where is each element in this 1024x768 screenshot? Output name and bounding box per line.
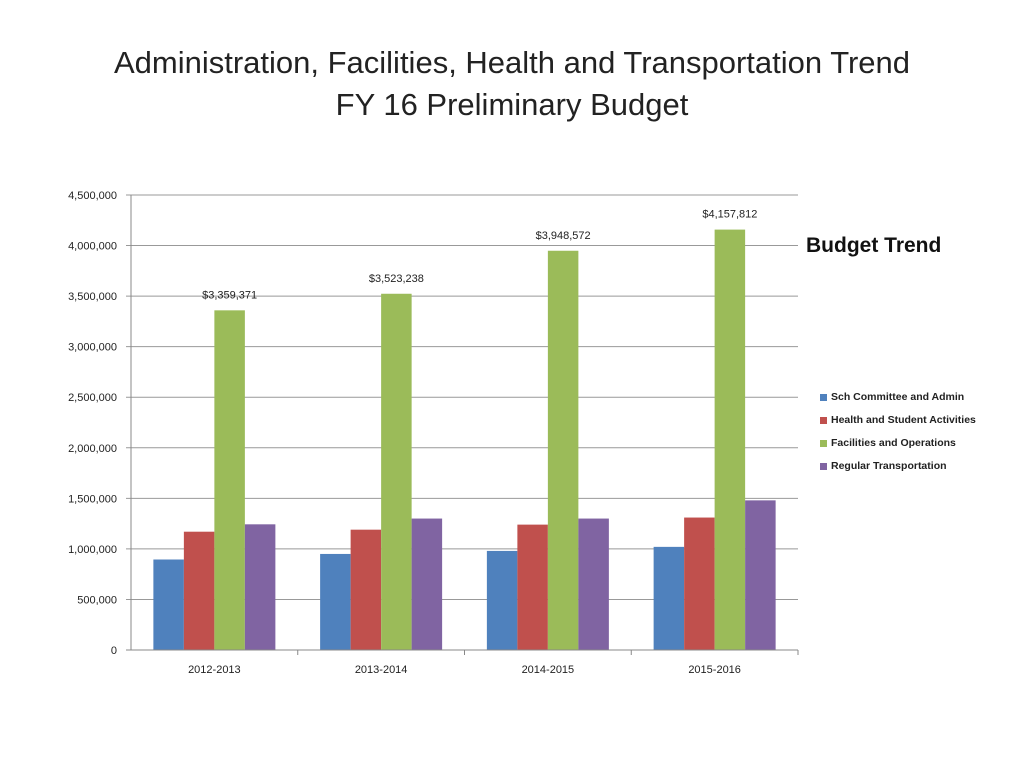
bar (578, 518, 609, 650)
bar (486, 550, 518, 650)
legend-swatch (820, 462, 827, 470)
chart-title: Budget Trend (806, 234, 942, 257)
bar (350, 529, 382, 650)
legend-item: Health and Student Activities (820, 414, 976, 426)
bar (745, 500, 776, 650)
legend-item: Facilities and Operations (820, 437, 956, 449)
x-tick-label: 2013-2014 (355, 664, 408, 676)
bar (547, 250, 579, 650)
y-tick-label: 0 (111, 645, 117, 657)
bar (411, 518, 443, 650)
bar (714, 229, 746, 651)
data-label: $3,359,371 (202, 289, 257, 301)
bar (320, 553, 351, 650)
legend-label: Sch Committee and Admin (831, 391, 965, 403)
y-tick-label: 2,500,000 (68, 392, 117, 404)
y-tick-label: 2,000,000 (68, 443, 117, 455)
bar (653, 546, 685, 650)
legend-label: Health and Student Activities (831, 414, 976, 426)
bar (214, 310, 245, 650)
x-tick-label: 2015-2016 (688, 664, 741, 676)
data-label: $3,523,238 (369, 273, 424, 285)
legend-swatch (820, 416, 827, 424)
data-label: $4,157,812 (702, 209, 757, 221)
legend-swatch (820, 439, 827, 447)
x-tick-label: 2012-2013 (188, 664, 241, 676)
legend-item: Regular Transportation (820, 460, 947, 472)
data-label: $3,948,572 (536, 230, 591, 242)
y-tick-label: 4,000,000 (68, 241, 117, 253)
bar (153, 559, 184, 650)
title-line-1: Administration, Facilities, Health and T… (113, 45, 911, 80)
legend-label: Regular Transportation (831, 460, 947, 472)
y-tick-label: 1,500,000 (68, 493, 117, 505)
bar (244, 524, 276, 650)
title-line-2: FY 16 Preliminary Budget (335, 87, 689, 122)
y-tick-label: 500,000 (77, 594, 117, 606)
bar (517, 524, 548, 650)
y-tick-label: 1,000,000 (68, 544, 117, 556)
x-tick-label: 2014-2015 (522, 664, 575, 676)
y-tick-label: 3,500,000 (68, 291, 117, 303)
legend-label: Facilities and Operations (831, 437, 956, 449)
bar (183, 531, 215, 650)
bar (684, 517, 715, 650)
bar (381, 293, 412, 650)
page-title: Administration, Facilities, Health and T… (0, 42, 1024, 126)
legend-swatch (820, 393, 827, 401)
legend-item: Sch Committee and Admin (820, 391, 964, 403)
y-tick-label: 4,500,000 (68, 190, 117, 202)
y-tick-label: 3,000,000 (68, 342, 117, 354)
